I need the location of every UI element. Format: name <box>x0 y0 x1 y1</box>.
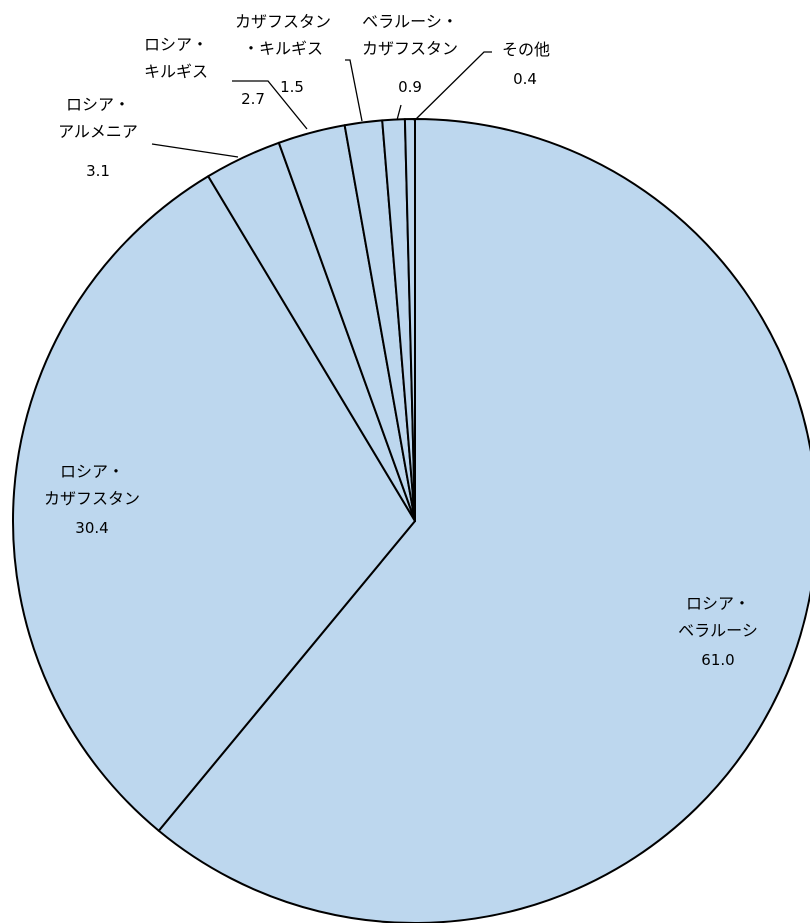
slice-label: その他 <box>502 40 550 59</box>
leader-line <box>396 104 402 121</box>
slice-label: ロシア・ <box>686 594 750 613</box>
slice-label: ロシア・ <box>144 35 208 54</box>
leader-line <box>232 80 308 130</box>
slice-value-label: 1.5 <box>280 78 304 96</box>
slice-value-label: 2.7 <box>241 90 265 108</box>
pie-slice <box>403 118 416 522</box>
slice-label: カザフスタン <box>362 39 458 58</box>
slice-label: ベラルーシ・ <box>362 12 458 31</box>
slice-label: ・キルギス <box>243 39 323 58</box>
leader-line <box>345 59 363 122</box>
slice-label: カザフスタン <box>44 489 140 508</box>
slice-label: キルギス <box>144 62 208 81</box>
slice-label: ロシア・ <box>60 462 124 481</box>
slice-value-label: 0.9 <box>398 78 422 96</box>
leader-line <box>151 143 239 158</box>
slice-value-label: 61.0 <box>701 651 734 669</box>
slice-value-label: 30.4 <box>75 519 108 537</box>
slice-label: カザフスタン <box>235 12 331 31</box>
leader-line <box>413 51 492 122</box>
slice-label: ロシア・ <box>66 95 130 114</box>
pie-slice <box>12 175 416 832</box>
pie-slice <box>157 118 810 923</box>
slice-label: ベラルーシ <box>678 621 758 640</box>
slice-value-label: 0.4 <box>513 70 537 88</box>
slice-value-label: 3.1 <box>86 162 110 180</box>
slice-label: アルメニア <box>58 122 138 141</box>
